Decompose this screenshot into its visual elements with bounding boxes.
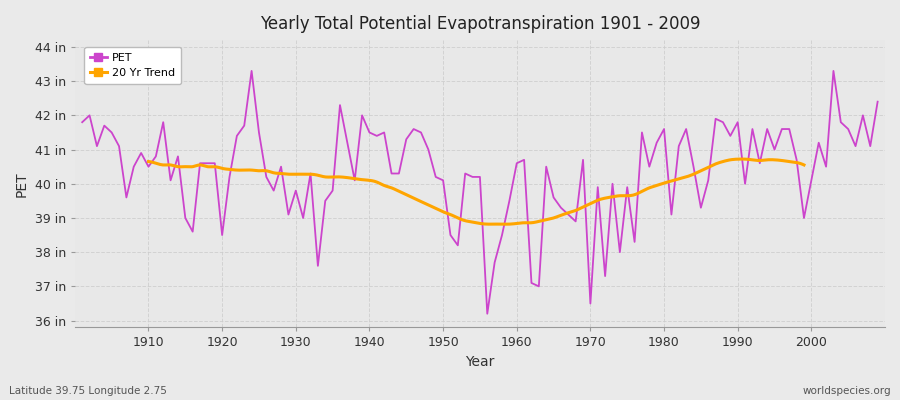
Y-axis label: PET: PET bbox=[15, 171, 29, 196]
Title: Yearly Total Potential Evapotranspiration 1901 - 2009: Yearly Total Potential Evapotranspiratio… bbox=[260, 15, 700, 33]
Text: worldspecies.org: worldspecies.org bbox=[803, 386, 891, 396]
Legend: PET, 20 Yr Trend: PET, 20 Yr Trend bbox=[85, 47, 181, 84]
X-axis label: Year: Year bbox=[465, 355, 495, 369]
Text: Latitude 39.75 Longitude 2.75: Latitude 39.75 Longitude 2.75 bbox=[9, 386, 166, 396]
